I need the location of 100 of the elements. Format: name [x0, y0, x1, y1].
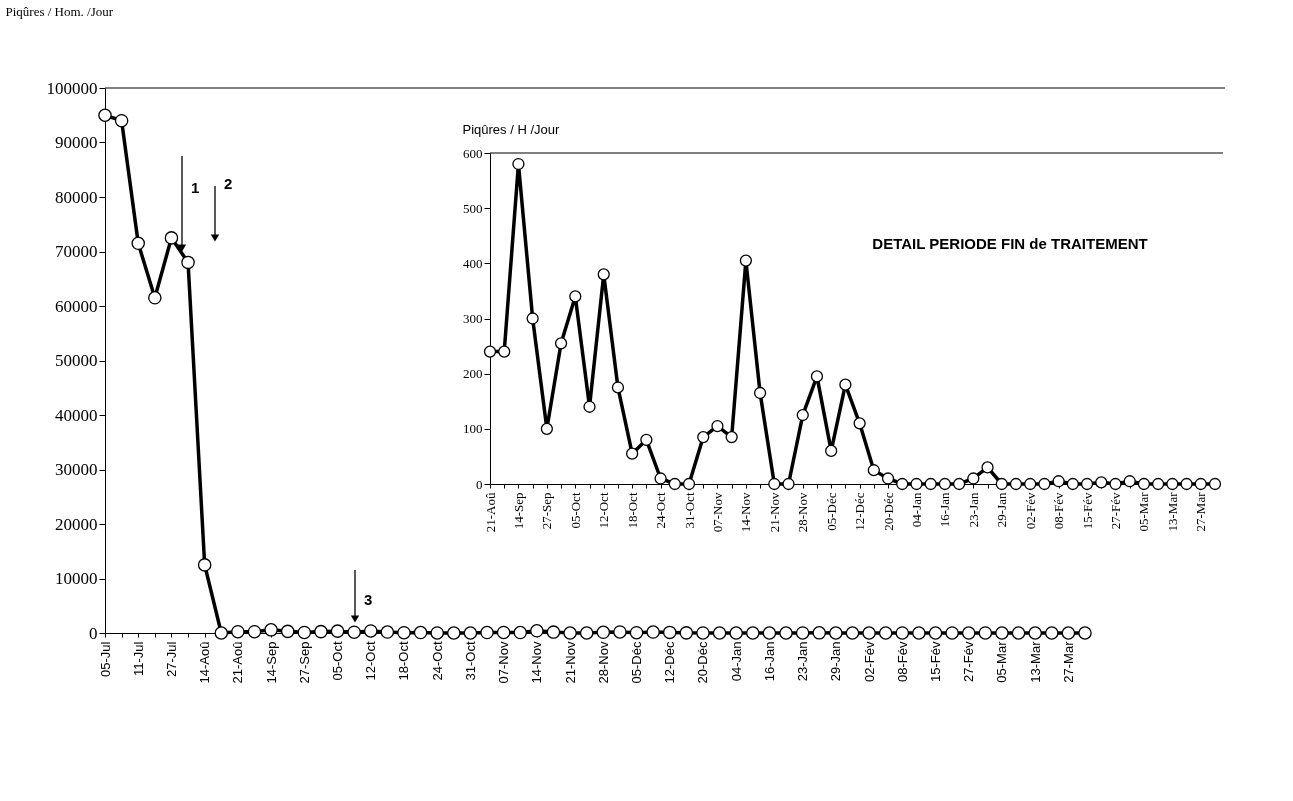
- point: [626, 447, 639, 460]
- y-tick-label: 70000: [55, 242, 98, 261]
- point: [512, 157, 525, 171]
- x-tick-label: 13-Mar: [1164, 491, 1180, 532]
- y-tick-label: 90000: [55, 133, 98, 152]
- point: [845, 626, 860, 640]
- point: [1095, 476, 1108, 489]
- point: [1137, 477, 1151, 491]
- x-tick-label: 29-Jan: [994, 492, 1010, 528]
- point: [496, 625, 511, 640]
- x-tick-label: 28-Nov: [795, 492, 811, 533]
- point: [214, 626, 229, 640]
- point: [498, 345, 511, 358]
- point: [795, 626, 810, 640]
- point: [928, 626, 943, 640]
- x-tick-label: 05-Déc: [823, 492, 839, 531]
- point: [640, 433, 653, 446]
- x-tick-label: 16-Jan: [937, 492, 953, 528]
- x-tick-label: 27-Mar: [1060, 640, 1076, 683]
- point: [725, 430, 738, 444]
- point: [98, 108, 112, 123]
- point: [526, 312, 539, 325]
- point: [839, 378, 852, 391]
- x-tick-label: 28-Nov: [595, 641, 611, 684]
- point: [413, 625, 428, 640]
- point: [1011, 626, 1026, 640]
- x-tick-label: 27-Mar: [1193, 491, 1209, 532]
- y-tick-label: 30000: [55, 460, 98, 479]
- x-tick-label: 21-Aoû: [482, 492, 498, 533]
- point: [746, 626, 760, 640]
- point: [1166, 477, 1179, 491]
- x-tick-label: 27-Jul: [163, 641, 179, 677]
- point: [697, 430, 710, 444]
- x-tick-label: 31-Oct: [462, 641, 478, 681]
- point: [1009, 477, 1023, 491]
- x-tick-label: 05-Mar: [994, 640, 1010, 683]
- x-tick-label: 05-Oct: [330, 641, 346, 681]
- point: [247, 624, 262, 639]
- x-tick-label: 02-Fév: [861, 641, 877, 682]
- x-tick-label: 05-Mar: [1136, 491, 1152, 532]
- point: [853, 417, 866, 430]
- x-tick-label: 27-Sep: [539, 492, 555, 530]
- y-tick-label: 100000: [46, 78, 98, 98]
- y-tick-label: 10000: [55, 569, 98, 588]
- x-tick-label: 08-Fév: [1051, 492, 1067, 530]
- point: [164, 231, 179, 245]
- x-tick-label: 20-Déc: [880, 492, 896, 531]
- point: [812, 626, 827, 640]
- point: [910, 477, 923, 491]
- y-axis-title: Piqûres / H /Jour: [462, 121, 560, 137]
- point: [264, 623, 278, 637]
- point: [961, 626, 976, 640]
- point: [181, 255, 195, 270]
- x-tick-label: 13-Mar: [1027, 640, 1043, 683]
- point: [682, 477, 696, 491]
- x-tick-label: 16-Jan: [761, 641, 777, 682]
- point: [131, 236, 145, 251]
- x-tick-label: 14-Nov: [529, 641, 545, 684]
- point: [1123, 475, 1136, 488]
- y-axis-title: Piqûres / Hom. /Jour: [5, 3, 114, 19]
- x-tick-label: 05-Déc: [629, 641, 645, 684]
- point: [938, 477, 952, 491]
- y-tick-label: 200: [463, 366, 483, 382]
- point: [779, 626, 793, 640]
- x-tick-label: 04-Jan: [728, 641, 744, 682]
- point: [114, 113, 129, 128]
- point: [380, 625, 395, 639]
- point: [753, 386, 767, 400]
- y-tick-label: 500: [463, 200, 483, 216]
- point: [945, 626, 959, 640]
- x-tick-label: 20-Déc: [695, 641, 711, 684]
- point: [530, 624, 544, 638]
- x-tick-label: 27-Fév: [1107, 492, 1123, 530]
- point: [480, 625, 494, 640]
- point: [1180, 477, 1193, 491]
- y-tick-label: 0: [89, 623, 98, 643]
- point: [952, 477, 966, 491]
- point: [1024, 477, 1037, 491]
- point: [981, 461, 994, 474]
- point: [513, 625, 528, 640]
- point: [483, 345, 497, 358]
- point: [867, 464, 880, 477]
- point: [397, 625, 411, 640]
- point: [1061, 626, 1076, 640]
- point: [447, 626, 461, 640]
- point: [363, 624, 378, 638]
- point: [347, 625, 361, 639]
- point: [297, 625, 312, 640]
- x-tick-label: 14-Sep: [263, 641, 279, 684]
- point: [978, 626, 993, 640]
- x-tick-label: 21-Aoû: [230, 641, 246, 684]
- point: [563, 626, 577, 640]
- y-tick-label: 0: [476, 476, 483, 492]
- x-tick-label: 12-Déc: [662, 641, 678, 684]
- y-tick-label: 80000: [55, 187, 98, 207]
- x-tick-label: 18-Oct: [624, 492, 640, 529]
- annotation: 3: [364, 591, 373, 608]
- point: [995, 626, 1009, 640]
- point: [862, 626, 876, 640]
- x-tick-label: 29-Jan: [828, 641, 844, 682]
